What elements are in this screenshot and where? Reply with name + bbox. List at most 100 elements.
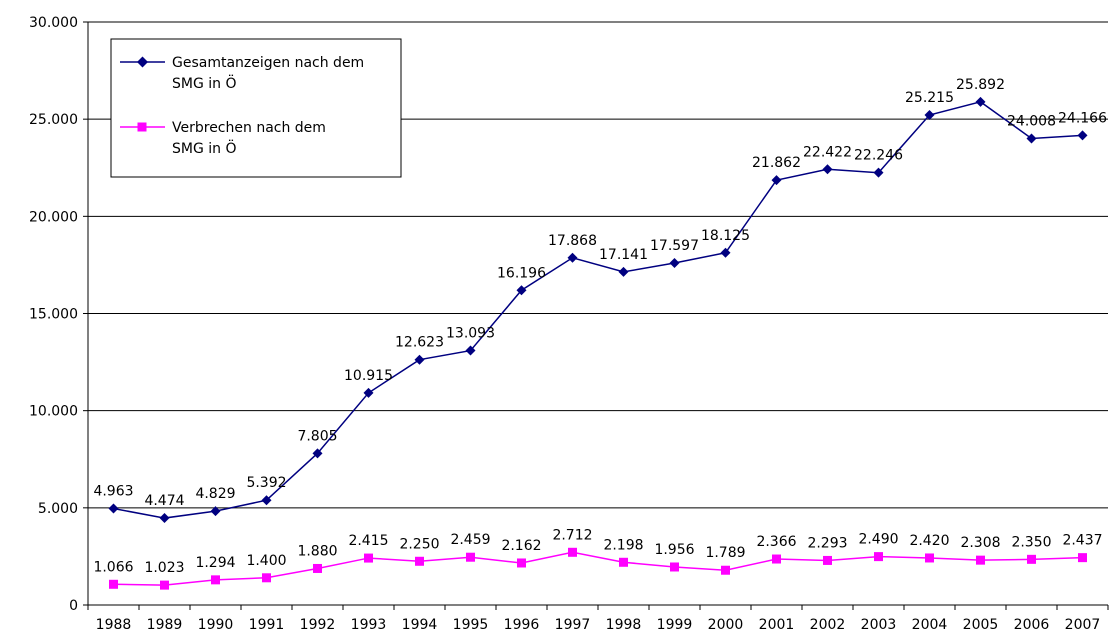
data-point-verbrechen — [262, 573, 271, 583]
x-tick-label: 1995 — [453, 617, 489, 633]
data-point-verbrechen — [976, 555, 985, 565]
data-label: 2.198 — [603, 537, 643, 553]
data-labels: 4.963 4.474 4.829 5.392 7.805 10.915 12.62313.… — [93, 77, 1107, 576]
x-tick-label: 1989 — [147, 617, 183, 633]
data-label: 2.420 — [909, 533, 949, 549]
data-point-verbrechen — [517, 558, 526, 568]
data-label: 22.246 — [854, 148, 903, 164]
y-tick-label: 10.000 — [29, 404, 78, 420]
data-point-gesamtanzeigen — [618, 266, 629, 277]
data-point-gesamtanzeigen — [669, 258, 680, 269]
data-point-verbrechen — [670, 562, 679, 572]
data-label: 5.392 — [246, 475, 286, 491]
data-point-verbrechen — [415, 556, 424, 566]
data-label: 16.196 — [497, 265, 546, 281]
data-label: 4.963 — [93, 484, 133, 500]
x-tick-label: 1998 — [606, 617, 642, 633]
data-label: 24.166 — [1058, 110, 1107, 126]
data-label: 2.293 — [807, 535, 847, 551]
x-tick-label: 2007 — [1065, 617, 1101, 633]
x-tick-label: 1988 — [96, 617, 132, 633]
x-tick-label: 1992 — [300, 617, 336, 633]
data-point-verbrechen — [364, 553, 373, 563]
series-line-gesamtanzeigen — [113, 101, 1083, 519]
legend-marker-verbrechen — [137, 122, 147, 132]
data-label: 18.125 — [701, 228, 750, 244]
data-point-verbrechen — [619, 557, 628, 567]
data-label: 1.066 — [93, 559, 133, 575]
legend-label-gesamt-line1: Gesamtanzeigen nach dem — [172, 55, 364, 71]
data-label: 2.459 — [450, 532, 490, 548]
data-point-gesamtanzeigen — [261, 495, 272, 506]
data-label: 4.474 — [144, 493, 184, 509]
data-label: 2.308 — [960, 535, 1000, 551]
data-point-verbrechen — [874, 552, 883, 562]
data-label: 2.366 — [756, 534, 796, 550]
y-tick-label: 15.000 — [29, 307, 78, 323]
data-point-gesamtanzeigen — [516, 285, 527, 296]
data-point-verbrechen — [160, 580, 169, 590]
data-label: 2.437 — [1062, 533, 1102, 549]
data-point-gesamtanzeigen — [159, 513, 170, 524]
x-tick-labels: 1988 1989 1990 1991 1992 1993 1994 1995 1996 1997… — [87, 605, 1109, 633]
x-tick-label: 2000 — [708, 617, 744, 633]
data-point-verbrechen — [313, 563, 322, 573]
data-label: 17.597 — [650, 238, 699, 254]
data-point-verbrechen — [823, 555, 832, 565]
data-label: 2.250 — [399, 536, 439, 552]
data-label: 24.008 — [1007, 113, 1056, 129]
data-point-verbrechen — [211, 575, 220, 585]
data-label: 25.215 — [905, 90, 954, 106]
data-point-gesamtanzeigen — [363, 387, 374, 398]
data-point-gesamtanzeigen — [822, 164, 833, 175]
data-point-gesamtanzeigen — [414, 354, 425, 365]
data-label: 13.093 — [446, 326, 495, 342]
data-label: 17.141 — [599, 247, 648, 263]
data-point-gesamtanzeigen — [975, 96, 986, 107]
data-point-gesamtanzeigen — [210, 506, 221, 517]
data-point-verbrechen — [109, 579, 118, 589]
data-label: 2.712 — [552, 527, 592, 543]
data-label: 21.862 — [752, 155, 801, 171]
data-label: 22.422 — [803, 144, 852, 160]
data-point-gesamtanzeigen — [465, 345, 476, 356]
data-point-verbrechen — [1078, 553, 1087, 563]
data-point-gesamtanzeigen — [312, 448, 323, 459]
data-label: 2.415 — [348, 533, 388, 549]
y-tick-label: 20.000 — [29, 209, 78, 225]
data-point-gesamtanzeigen — [1026, 133, 1037, 144]
x-tick-label: 1991 — [249, 617, 285, 633]
data-point-verbrechen — [1027, 554, 1036, 564]
data-label: 2.490 — [858, 532, 898, 548]
x-tick-label: 1997 — [555, 617, 591, 633]
y-tick-label: 0 — [69, 598, 78, 614]
x-tick-label: 1999 — [657, 617, 693, 633]
data-label: 1.023 — [144, 560, 184, 576]
legend-label-verbrechen-line2: SMG in Ö — [172, 139, 237, 157]
x-tick-label: 2003 — [861, 617, 897, 633]
data-point-gesamtanzeigen — [924, 109, 935, 120]
data-label: 1.294 — [195, 555, 235, 571]
legend-label-verbrechen-line1: Verbrechen nach dem — [172, 120, 326, 136]
gridlines — [83, 21, 1108, 606]
data-label: 25.892 — [956, 77, 1005, 93]
data-label: 4.829 — [195, 486, 235, 502]
x-tick-label: 2006 — [1014, 617, 1050, 633]
data-point-verbrechen — [466, 552, 475, 562]
x-tick-label: 1996 — [504, 617, 540, 633]
data-label: 7.805 — [297, 428, 337, 444]
data-point-gesamtanzeigen — [108, 503, 119, 514]
x-tick-label: 1994 — [402, 617, 438, 633]
x-tick-label: 2002 — [810, 617, 846, 633]
data-point-gesamtanzeigen — [771, 175, 782, 186]
legend-marker-gesamt — [137, 56, 148, 68]
y-tick-label: 30.000 — [29, 15, 78, 31]
y-tick-labels: 0 5.000 10.000 15.000 20.000 25.000 30.000 — [29, 15, 78, 614]
data-point-gesamtanzeigen — [1077, 130, 1088, 141]
data-label: 10.915 — [344, 368, 393, 384]
x-tick-label: 1993 — [351, 617, 387, 633]
data-label: 12.623 — [395, 335, 444, 351]
y-tick-label: 25.000 — [29, 112, 78, 128]
data-point-gesamtanzeigen — [720, 247, 731, 258]
